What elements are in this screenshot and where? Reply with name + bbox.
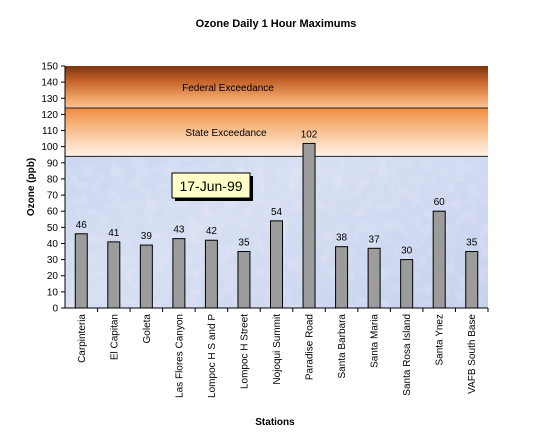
x-tick-label: Lompoc H Street [239, 314, 250, 389]
x-tick-label: Las Flores Canyon [174, 314, 185, 398]
x-tick-label: Santa Barbara [337, 314, 348, 379]
value-label: 60 [434, 197, 446, 208]
y-tick-label: 50 [47, 223, 59, 234]
y-tick-label: 150 [41, 62, 58, 73]
date-box: 17-Jun-99 [171, 172, 253, 201]
bar [204, 239, 218, 309]
axes: 0 10 20 30 40 50 60 70 80 90 100 110 120 130 140 150 Ca… [41, 62, 489, 398]
bar [107, 241, 121, 309]
y-tick-label: 70 [47, 191, 59, 202]
value-labels: 46 41 39 43 42 35 54 102 38 37 30 60 35 [76, 129, 478, 256]
federal-exceedance-label: Federal Exceedance [182, 83, 274, 94]
value-label: 35 [466, 238, 478, 249]
state-exceedance-label: State Exceedance [185, 128, 267, 139]
x-tick-label: Goleta [142, 314, 153, 344]
plot-area: Federal Exceedance State Exceedance [65, 66, 488, 308]
y-tick-label: 120 [41, 110, 58, 121]
value-label: 37 [369, 234, 381, 245]
x-tick-label: El Capitan [109, 314, 120, 360]
x-tick-label: Nojoqui Summit [272, 314, 283, 385]
federal-exceedance-band [65, 66, 488, 108]
bar [270, 220, 283, 309]
y-ticks: 0 10 20 30 40 50 60 70 80 90 100 110 120 130 140 150 [41, 62, 65, 315]
bar [367, 247, 381, 309]
bar [432, 210, 446, 309]
value-label: 54 [271, 207, 283, 218]
bar [139, 244, 153, 309]
value-label: 46 [76, 220, 88, 231]
bar [302, 142, 316, 309]
value-label: 39 [141, 231, 153, 242]
x-tick-label: Santa Maria [370, 314, 381, 368]
y-tick-label: 90 [47, 158, 59, 169]
value-label: 38 [336, 233, 348, 244]
x-axis-title: Stations [255, 417, 295, 428]
state-exceedance-band [65, 107, 488, 157]
value-label: 41 [108, 228, 120, 239]
date-label: 17-Jun-99 [179, 178, 242, 194]
bar [172, 238, 186, 309]
bars [74, 142, 479, 309]
y-tick-label: 130 [41, 94, 58, 105]
bar [74, 233, 88, 309]
y-tick-label: 60 [47, 207, 59, 218]
x-tick-label: VAFB South Base [467, 314, 478, 394]
y-tick-label: 0 [52, 304, 58, 315]
chart-title: Ozone Daily 1 Hour Maximums [196, 18, 357, 30]
x-tick-label: Paradise Road [305, 314, 316, 380]
value-label: 30 [401, 246, 413, 257]
value-label: 42 [206, 226, 218, 237]
y-tick-label: 110 [42, 126, 58, 137]
y-tick-label: 40 [47, 239, 59, 250]
x-tick-label: Santa Rosa Island [402, 314, 413, 396]
y-tick-label: 10 [47, 287, 59, 298]
y-tick-label: 20 [47, 271, 59, 282]
bar [465, 251, 479, 309]
y-tick-label: 30 [47, 255, 59, 266]
bar [400, 259, 414, 309]
y-axis-title: Ozone (ppb) [26, 158, 37, 216]
date-box-background [171, 172, 251, 199]
x-tick-label: Santa Ynez [435, 314, 446, 366]
x-tick-label: Carpinteria [77, 314, 88, 363]
y-tick-label: 80 [47, 174, 59, 185]
value-label: 35 [238, 238, 250, 249]
y-tick-label: 100 [41, 142, 58, 153]
value-label: 43 [173, 225, 185, 236]
x-tick-labels: Carpinteria El Capitan Goleta Las Flores Ca… [77, 308, 489, 398]
value-label: 102 [301, 129, 318, 140]
y-tick-label: 140 [41, 78, 58, 89]
x-tick-label: Lompoc H S and P [207, 314, 218, 398]
bar [237, 251, 251, 309]
bar [335, 246, 349, 309]
